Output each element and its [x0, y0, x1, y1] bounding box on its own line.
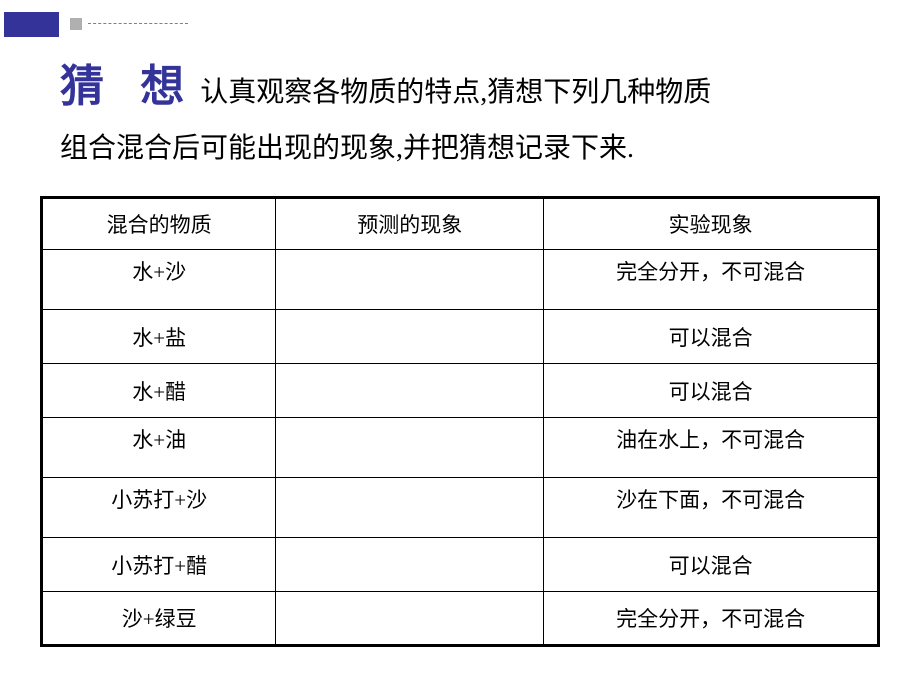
decoration-bar-large: [4, 12, 59, 37]
cell-prediction: [276, 592, 544, 646]
cell-result: 完全分开，不可混合: [544, 592, 879, 646]
title-desc-part1: 认真观察各物质的特点,猜想下列几种物质: [200, 77, 711, 108]
cell-prediction: [276, 250, 544, 310]
cell-result: 可以混合: [544, 364, 879, 418]
cell-prediction: [276, 310, 544, 364]
header-decoration: [0, 0, 920, 40]
cell-substance: 小苏打+醋: [42, 538, 276, 592]
table-header-row: 混合的物质 预测的现象 实验现象: [42, 198, 879, 250]
cell-substance: 沙+绿豆: [42, 592, 276, 646]
table-row: 水+油 油在水上，不可混合: [42, 418, 879, 478]
cell-substance: 小苏打+沙: [42, 478, 276, 538]
cell-substance: 水+沙: [42, 250, 276, 310]
cell-prediction: [276, 478, 544, 538]
table-row: 水+沙 完全分开，不可混合: [42, 250, 879, 310]
cell-substance: 水+醋: [42, 364, 276, 418]
table-row: 水+盐 可以混合: [42, 310, 879, 364]
table-header-result: 实验现象: [544, 198, 879, 250]
cell-result: 完全分开，不可混合: [544, 250, 879, 310]
cell-prediction: [276, 364, 544, 418]
table-row: 沙+绿豆 完全分开，不可混合: [42, 592, 879, 646]
experiment-table: 混合的物质 预测的现象 实验现象 水+沙 完全分开，不可混合 水+盐 可以混合 …: [40, 196, 880, 647]
table-row: 小苏打+沙 沙在下面，不可混合: [42, 478, 879, 538]
title-main: 猜 想: [60, 62, 196, 111]
title-line1: 猜 想 认真观察各物质的特点,猜想下列几种物质: [60, 50, 860, 114]
decoration-bar-small: [70, 18, 82, 30]
table-header-prediction: 预测的现象: [276, 198, 544, 250]
cell-result: 可以混合: [544, 310, 879, 364]
cell-prediction: [276, 418, 544, 478]
table-container: 混合的物质 预测的现象 实验现象 水+沙 完全分开，不可混合 水+盐 可以混合 …: [0, 186, 920, 647]
table-row: 水+醋 可以混合: [42, 364, 879, 418]
cell-substance: 水+油: [42, 418, 276, 478]
cell-result: 沙在下面，不可混合: [544, 478, 879, 538]
table-header-substance: 混合的物质: [42, 198, 276, 250]
table-row: 小苏打+醋 可以混合: [42, 538, 879, 592]
table-body: 水+沙 完全分开，不可混合 水+盐 可以混合 水+醋 可以混合 水+油 油在水上…: [42, 250, 879, 646]
cell-result: 油在水上，不可混合: [544, 418, 879, 478]
decoration-dash-line: [88, 23, 188, 24]
cell-result: 可以混合: [544, 538, 879, 592]
title-desc-part2: 组合混合后可能出现的现象,并把猜想记录下来.: [60, 126, 860, 166]
cell-substance: 水+盐: [42, 310, 276, 364]
cell-prediction: [276, 538, 544, 592]
